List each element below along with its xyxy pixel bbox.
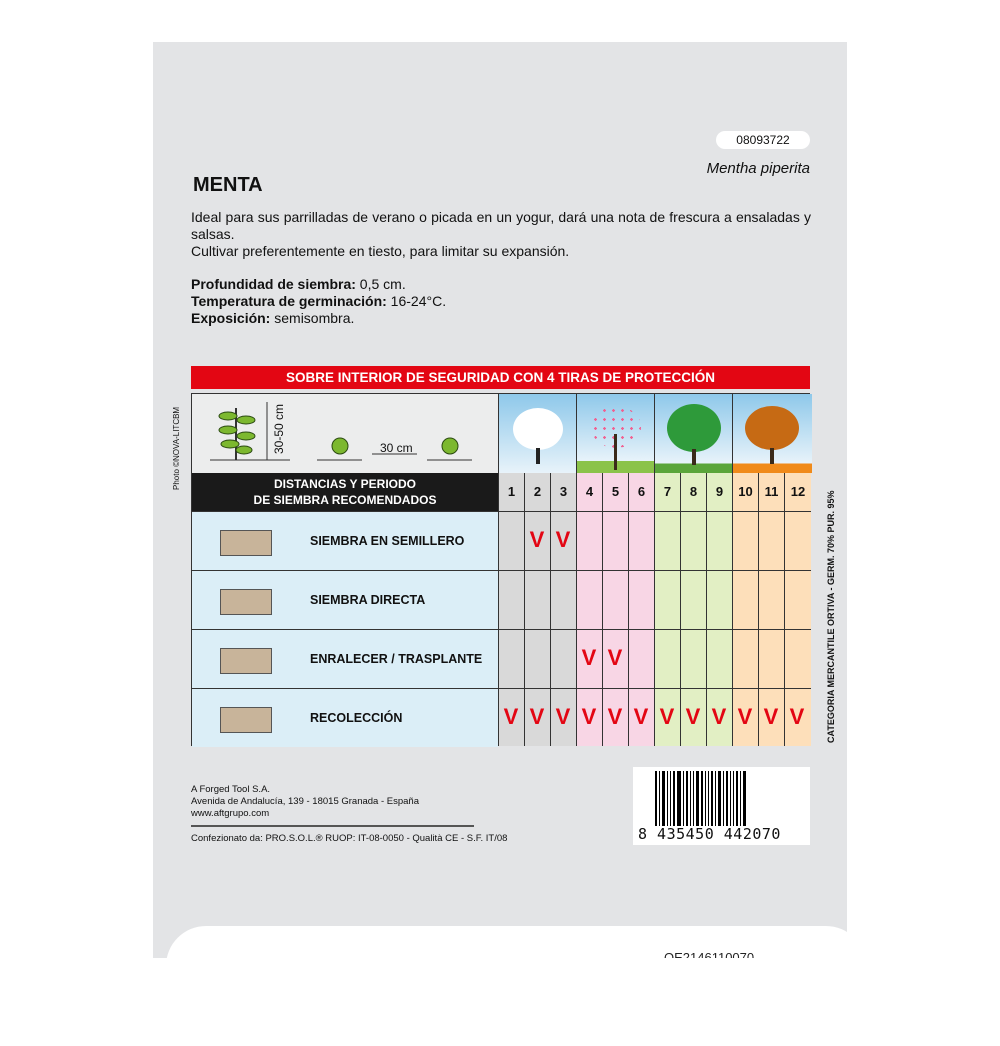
check-mark-icon: V: [529, 704, 545, 729]
bottom-code: OE2146110070: [664, 950, 755, 958]
divider: [191, 825, 474, 827]
month-column: 10: [732, 473, 758, 746]
latin-name: Mentha piperita: [706, 160, 810, 177]
check-mark-icon: V: [789, 704, 805, 729]
packet-bottom-flap: [166, 926, 866, 1046]
winter-tree-icon: [498, 394, 577, 473]
security-banner: SOBRE INTERIOR DE SEGURIDAD CON 4 TIRAS …: [191, 366, 810, 389]
check-mark-icon: V: [685, 704, 701, 729]
check-mark-icon: V: [503, 704, 519, 729]
month-column: 7: [654, 473, 680, 746]
company-address: A Forged Tool S.A. Avenida de Andalucía, …: [191, 784, 419, 819]
row-divider: [192, 511, 811, 512]
row-divider: [192, 629, 811, 630]
description: Ideal para sus parrilladas de verano o p…: [191, 209, 811, 260]
confezionato-text: Confezionato da: PRO.S.O.L.® RUOP: IT-08…: [191, 833, 508, 844]
month-column: 6: [628, 473, 654, 746]
spec-depth: Profundidad de siembra: 0,5 cm.: [191, 276, 406, 292]
height-label: 30-50 cm: [272, 403, 286, 454]
month-number: 4: [577, 473, 602, 512]
month-number: 9: [707, 473, 732, 512]
month-column: 3: [550, 473, 576, 746]
barcode: 8 435450 442070: [633, 767, 810, 845]
check-mark-icon: V: [529, 527, 545, 552]
month-column: 2: [524, 473, 550, 746]
product-code: 08093722: [716, 131, 810, 149]
activity-label: RECOLECCIÓN: [298, 689, 498, 747]
check-mark-icon: V: [607, 645, 623, 670]
check-mark-icon: V: [581, 704, 597, 729]
spec-temperature: Temperatura de germinación: 16-24°C.: [191, 293, 447, 309]
spacing-label: 30 cm: [380, 441, 413, 455]
check-mark-icon: V: [555, 527, 571, 552]
check-mark-icon: V: [763, 704, 779, 729]
month-number: 10: [733, 473, 758, 512]
month-column: 8: [680, 473, 706, 746]
month-number: 12: [785, 473, 811, 512]
check-mark-icon: V: [737, 704, 753, 729]
check-mark-icon: V: [607, 704, 623, 729]
activity-icon: [192, 689, 299, 747]
check-mark-icon: V: [711, 704, 727, 729]
month-number: 2: [525, 473, 550, 512]
month-column: 11: [758, 473, 784, 746]
specs: Profundidad de siembra: 0,5 cm. Temperat…: [191, 276, 446, 327]
check-mark-icon: V: [581, 645, 597, 670]
month-column: 9: [706, 473, 732, 746]
row-divider: [192, 688, 811, 689]
month-number: 3: [551, 473, 576, 512]
spring-tree-icon: [576, 394, 655, 473]
summer-tree-icon: [654, 394, 733, 473]
month-column: 5: [602, 473, 628, 746]
plant-illustration: 30-50 cm 30 cm: [192, 394, 498, 473]
table-header: DISTANCIAS Y PERIODO DE SIEMBRA RECOMENDA…: [192, 473, 498, 511]
plant-spacing-icon: [210, 402, 472, 461]
activity-icon: [192, 512, 299, 570]
autumn-tree-icon: [732, 394, 812, 473]
month-number: 8: [681, 473, 706, 512]
month-number: 5: [603, 473, 628, 512]
month-number: 11: [759, 473, 784, 512]
barcode-number: 8 435450 442070: [638, 825, 781, 843]
check-mark-icon: V: [633, 704, 649, 729]
product-title: MENTA: [193, 174, 263, 196]
check-mark-icon: V: [659, 704, 675, 729]
activity-label: ENRALECER / TRASPLANTE: [298, 630, 498, 688]
month-number: 6: [629, 473, 654, 512]
sowing-calendar: 30-50 cm 30 cm DISTANCIAS Y PERIODO DE SI…: [191, 393, 812, 747]
check-mark-icon: V: [555, 704, 571, 729]
activity-icon: [192, 571, 299, 629]
month-number: 1: [499, 473, 524, 512]
activity-label: SIEMBRA DIRECTA: [298, 571, 498, 629]
month-column: 12: [784, 473, 811, 746]
activity-label: SIEMBRA EN SEMILLERO: [298, 512, 498, 570]
description-line: Ideal para sus parrilladas de verano o p…: [191, 209, 811, 242]
month-number: 7: [655, 473, 680, 512]
description-line: Cultivar preferentemente en tiesto, para…: [191, 243, 570, 259]
row-divider: [192, 570, 811, 571]
photo-credit: Photo ©NOVA-LITCBM: [172, 406, 181, 490]
category-note: CATEGORIA MERCANTILE ORTIVA - GERM. 70% …: [826, 490, 836, 743]
spec-exposure: Exposición: semisombra.: [191, 310, 355, 326]
activity-icon: [192, 630, 299, 688]
